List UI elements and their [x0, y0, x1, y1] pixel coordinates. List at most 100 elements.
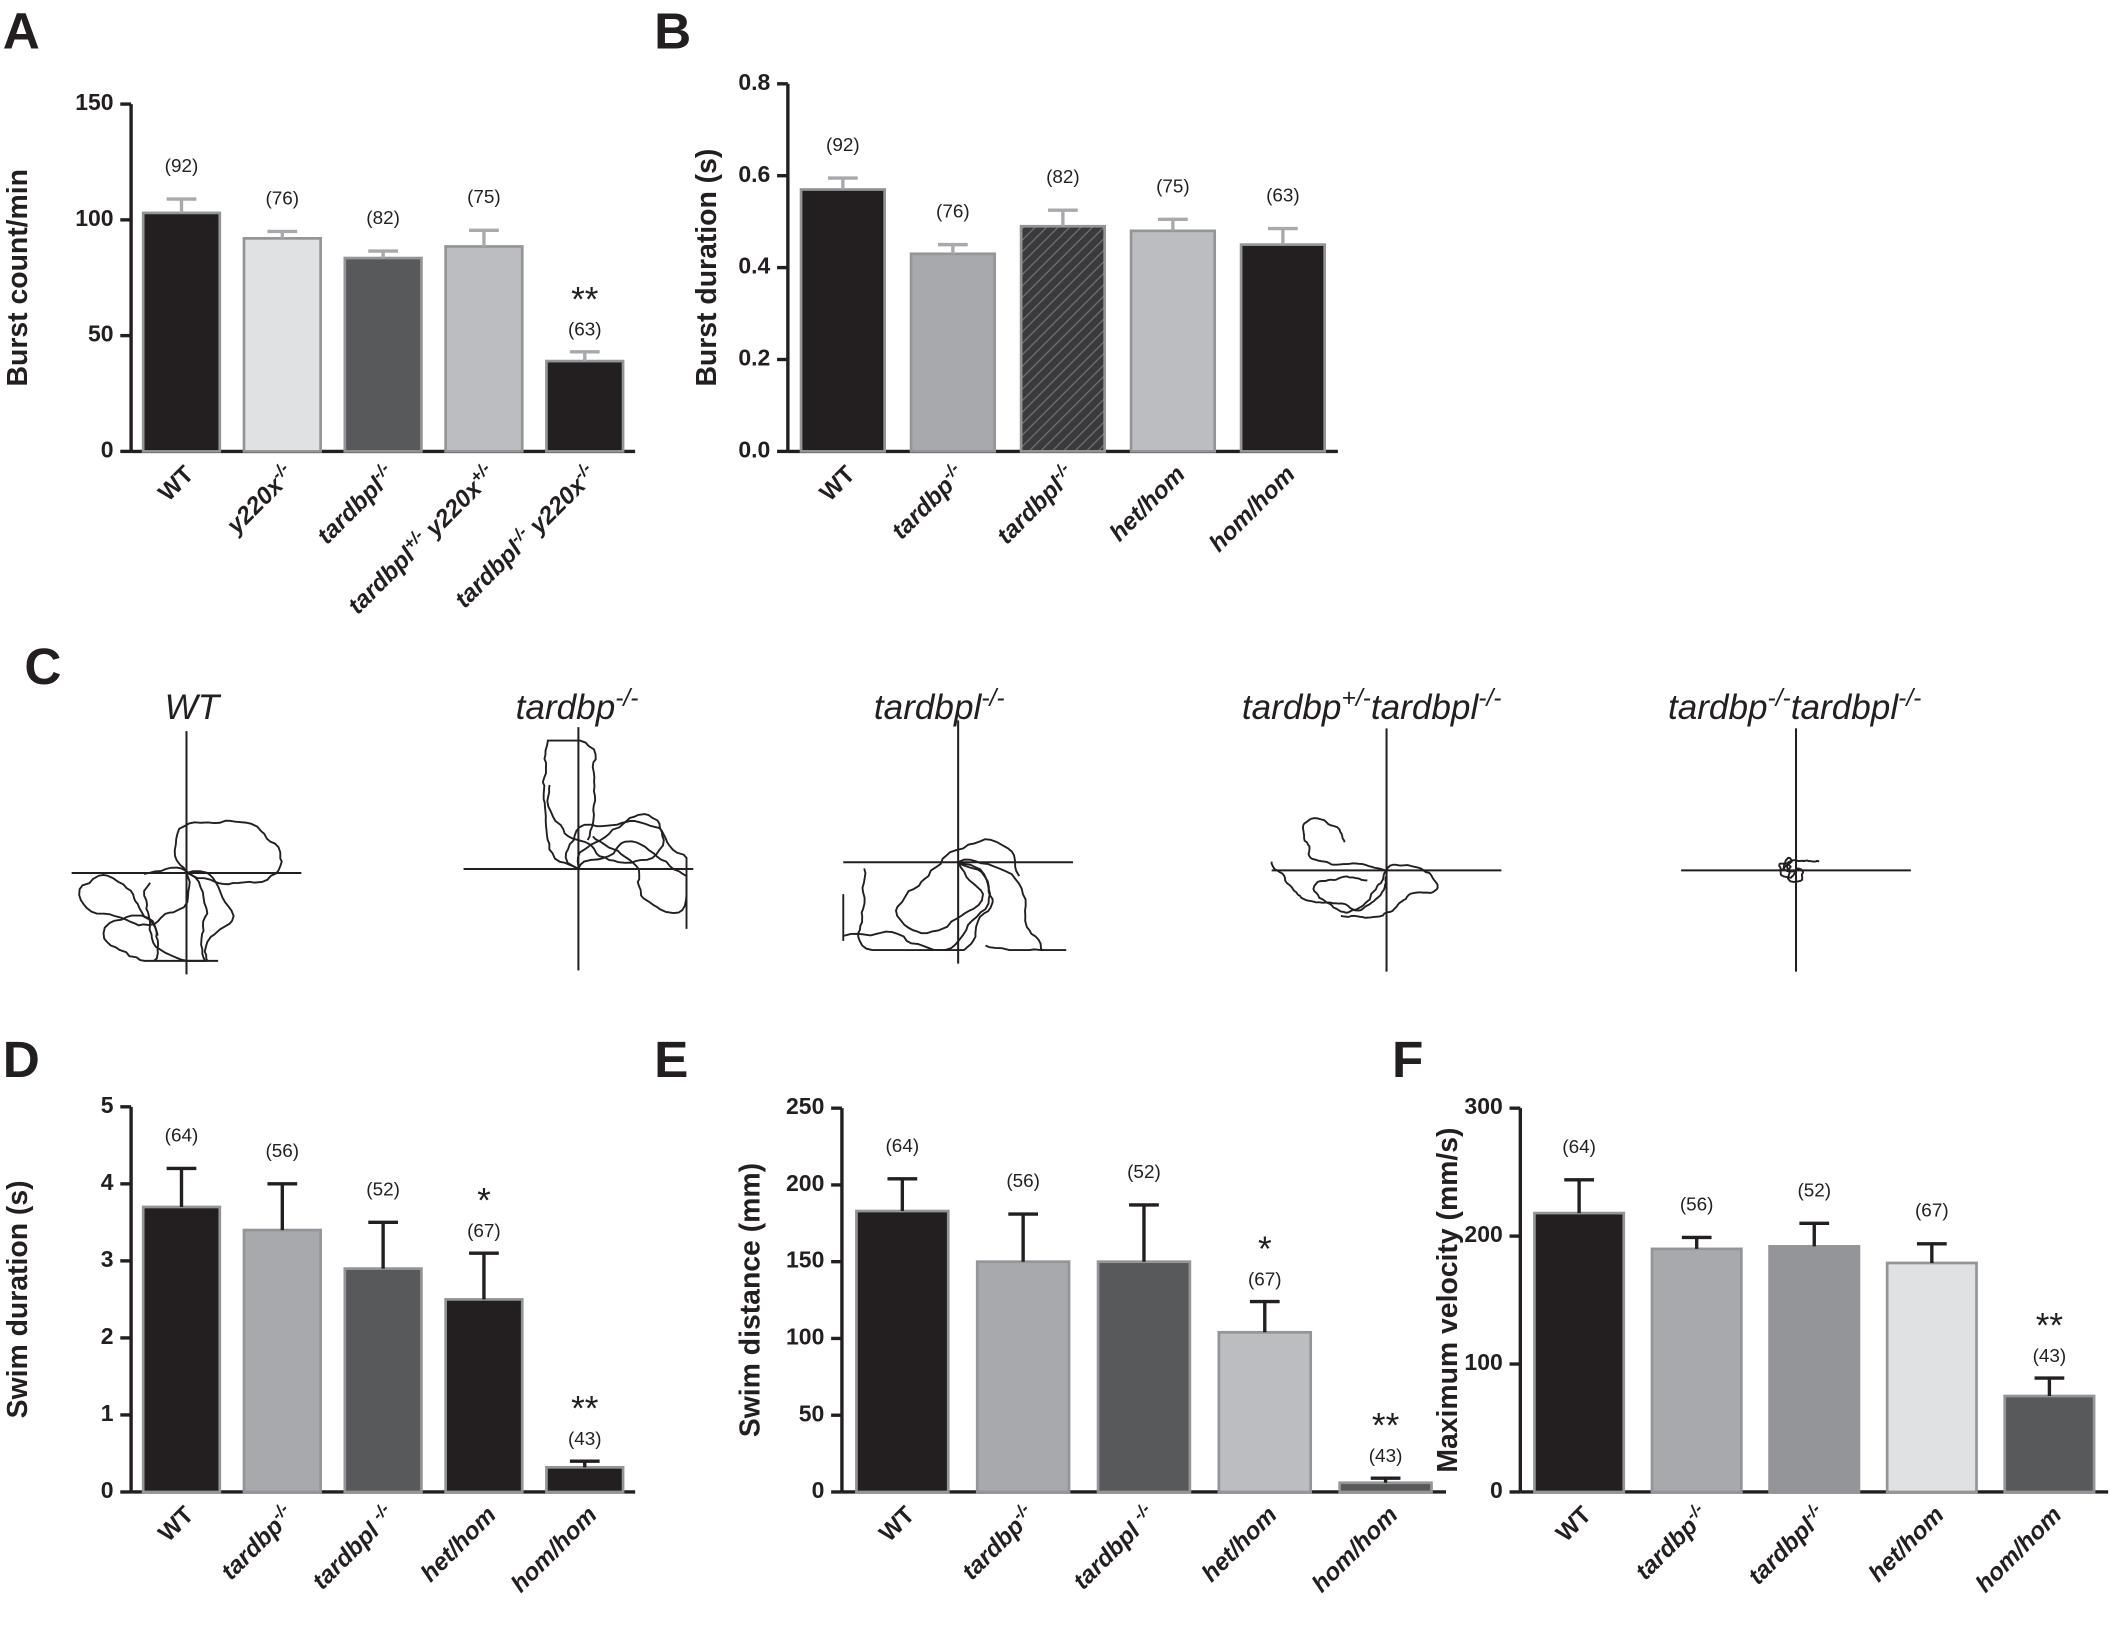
y-tick-label: 250: [786, 1093, 824, 1119]
x-tick-label: tardbpl-/-: [310, 458, 401, 549]
trajectory: [143, 870, 235, 962]
y-tick-label: 0.6: [738, 161, 770, 187]
panel-c-title: tardbp+/-tardbpl-/-: [1242, 684, 1502, 727]
bar: [545, 359, 625, 453]
y-tick-label: 0.0: [738, 436, 770, 462]
y-tick-label: 200: [1464, 1221, 1502, 1247]
significance: **: [1372, 1407, 1400, 1446]
bar: [1338, 1481, 1433, 1494]
y-axis-title: Burst duration (s): [691, 149, 723, 387]
trajectory: [957, 858, 1067, 952]
x-tick-label: WT: [815, 461, 861, 507]
trajectory: [1786, 867, 1805, 883]
error-bar: [166, 1166, 197, 1207]
y-tick-label: 50: [799, 1400, 825, 1426]
significance: *: [477, 1182, 491, 1221]
n-label: (64): [1562, 1137, 1596, 1158]
significance: **: [571, 1390, 599, 1429]
y-tick-label: 0.8: [738, 69, 770, 95]
error-bar: [1268, 226, 1298, 245]
error-bar: [1799, 1221, 1830, 1247]
panel-c-title: tardbpl-/-: [874, 684, 1005, 727]
error-bar: [1129, 1203, 1159, 1262]
n-label: (52): [366, 1179, 400, 1200]
y-tick-label: 0.4: [738, 253, 770, 279]
x-tick-label: tardbpl -/-: [305, 1499, 401, 1595]
n-label: (75): [467, 187, 501, 208]
trajectory: [1340, 863, 1439, 919]
y-tick-label: 0: [101, 436, 114, 462]
n-label: (76): [936, 202, 970, 223]
trajectory: [894, 838, 1021, 935]
x-tick-label: tardbpl-/-: [1741, 1499, 1832, 1590]
error-bar: [938, 242, 968, 254]
bar: [1885, 1261, 1978, 1494]
error-bar: [1048, 208, 1078, 227]
n-label: (67): [467, 1221, 501, 1242]
error-bar: [267, 229, 298, 239]
n-label: (43): [2033, 1346, 2067, 1367]
bar: [444, 245, 524, 453]
bar: [141, 1205, 222, 1494]
bar: [1239, 243, 1327, 453]
trajectory: [1312, 869, 1388, 914]
panel-c-title: tardbp-/-tardbpl-/-: [1668, 684, 1921, 727]
bar: [855, 1209, 950, 1494]
x-tick-label: WT: [1551, 1501, 1597, 1547]
n-label: (67): [1915, 1201, 1949, 1222]
bar: [1768, 1244, 1861, 1494]
bar: [799, 188, 887, 453]
n-label: (82): [366, 208, 400, 229]
y-tick-label: 50: [88, 321, 114, 347]
n-label: (52): [1127, 1162, 1161, 1183]
n-label: (56): [265, 1141, 299, 1162]
y-axis-title: Swim distance (mm): [734, 1163, 766, 1437]
panel-label: C: [24, 638, 61, 695]
x-tick-label: WT: [874, 1501, 920, 1547]
x-tick-label: het/hom: [416, 1501, 502, 1587]
n-label: (92): [826, 135, 860, 156]
n-label: (43): [1369, 1446, 1403, 1467]
bar: [141, 211, 222, 453]
bar: [343, 1267, 423, 1494]
trajectory: [857, 861, 994, 952]
x-tick-label: hom/hom: [1204, 461, 1300, 557]
y-tick-label: 0: [101, 1477, 114, 1503]
n-label: (82): [1046, 167, 1080, 188]
bar: [242, 1228, 322, 1494]
n-label: (75): [1156, 176, 1190, 197]
y-tick-label: 200: [786, 1170, 824, 1196]
error-bar: [368, 249, 398, 259]
x-tick-label: y220x-/-: [218, 458, 300, 540]
y-tick-label: 1: [101, 1400, 114, 1426]
y-axis-title: Burst count/min: [2, 169, 34, 386]
y-tick-label: 0: [1490, 1477, 1503, 1503]
n-label: (56): [1006, 1171, 1040, 1192]
y-tick-label: 2: [101, 1323, 114, 1349]
error-bar: [469, 1251, 499, 1300]
panel-c-title: WT: [165, 688, 222, 727]
n-label: (67): [1248, 1269, 1282, 1290]
panel-label: F: [1392, 1031, 1423, 1088]
bar: [545, 1465, 625, 1494]
bar: [444, 1298, 524, 1494]
x-tick-label: tardbpl-/-: [989, 458, 1080, 549]
x-tick-label: het/hom: [1105, 461, 1191, 547]
bar: [1650, 1247, 1743, 1494]
error-bar: [1008, 1212, 1039, 1262]
bar: [909, 252, 997, 453]
x-tick-label: het/hom: [1864, 1501, 1950, 1587]
panel-label: E: [654, 1031, 688, 1088]
n-label: (92): [165, 156, 199, 177]
n-label: (52): [1797, 1180, 1831, 1201]
error-bar: [1158, 217, 1188, 231]
error-bar: [267, 1182, 298, 1231]
bar: [242, 237, 322, 453]
error-bar: [569, 350, 600, 362]
panel-label: B: [654, 3, 691, 60]
trajectory: [842, 861, 992, 952]
x-tick-label: tardbp-/-: [884, 458, 971, 545]
y-tick-label: 5: [101, 1092, 114, 1118]
bar: [1019, 224, 1107, 453]
